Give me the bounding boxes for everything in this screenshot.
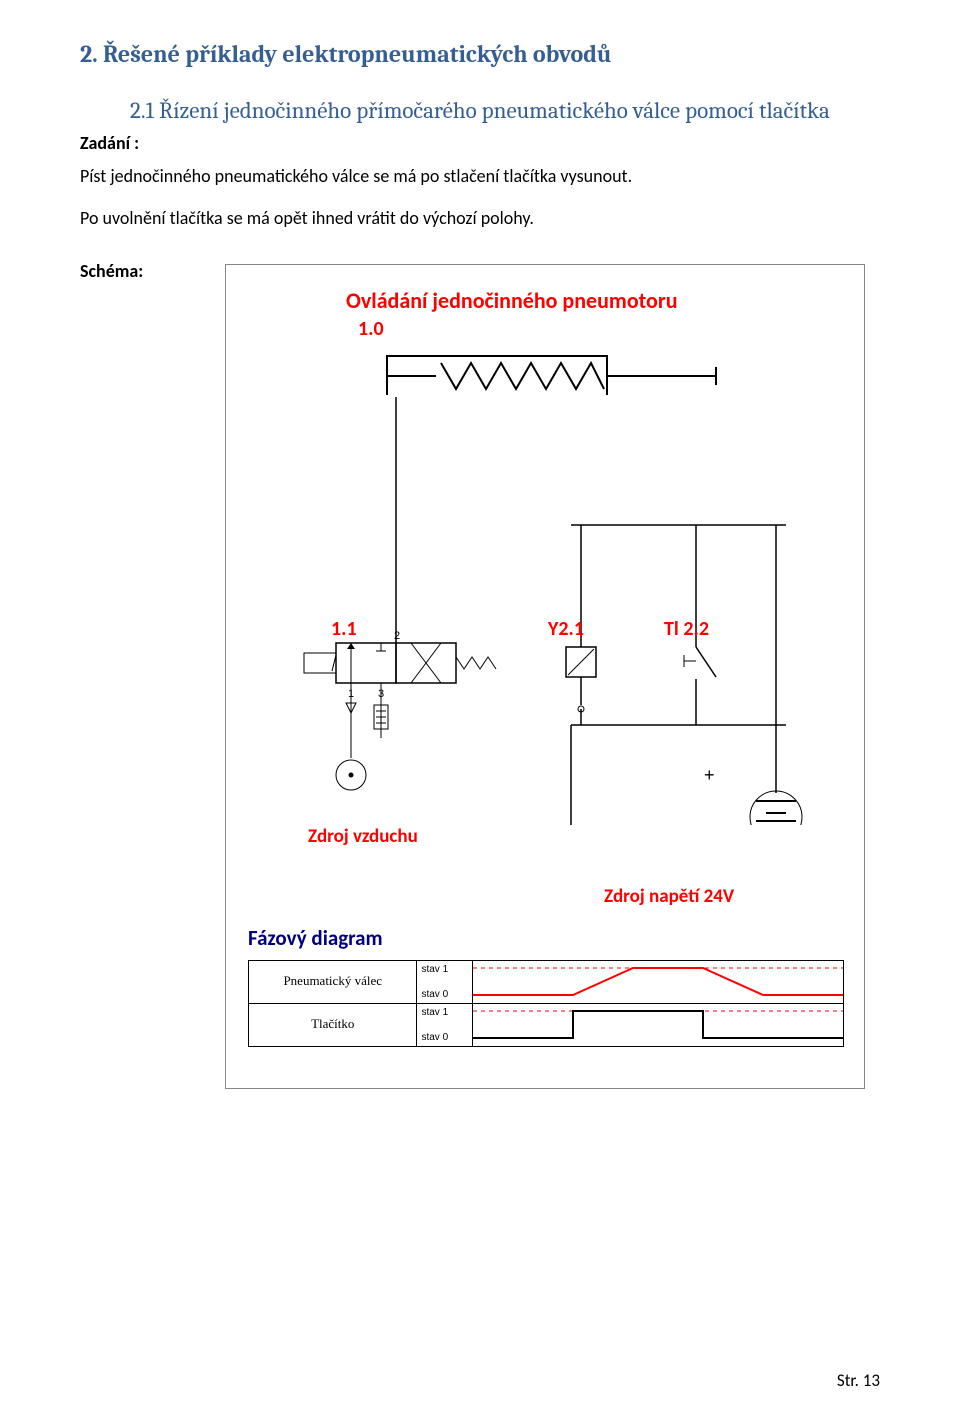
solenoid-label: Y2.1 bbox=[548, 617, 584, 641]
phase-diagram-heading: Fázový diagram bbox=[248, 925, 383, 951]
pneumatic-lines: 2 1 3 bbox=[226, 265, 866, 825]
button-label: Tl 2.2 bbox=[664, 617, 709, 641]
phase-row-graph bbox=[473, 1004, 843, 1046]
state-lo: stav 0 bbox=[421, 1032, 468, 1043]
phase-row-states: stav 1 stav 0 bbox=[417, 1004, 473, 1046]
heading-main: 2. Řešené příklady elektropneumatických … bbox=[80, 40, 880, 68]
phase-row-cylinder: Pneumatický válec stav 1 stav 0 bbox=[248, 960, 844, 1004]
phase-row-label: Pneumatický válec bbox=[249, 961, 417, 1003]
valve-port-2: 2 bbox=[394, 630, 400, 642]
state-lo: stav 0 bbox=[421, 989, 468, 1000]
air-source-label: Zdroj vzduchu bbox=[308, 825, 418, 848]
valve-label: 1.1 bbox=[331, 617, 357, 641]
phase-diagram-table: Pneumatický válec stav 1 stav 0 Tlačítko bbox=[248, 960, 844, 1046]
phase-row-label: Tlačítko bbox=[249, 1004, 417, 1046]
body-line-2: Po uvolnění tlačítka se má opět ihned vr… bbox=[80, 206, 880, 230]
body-line-1: Píst jednočinného pneumatického válce se… bbox=[80, 164, 880, 188]
plus-sign: + bbox=[704, 765, 715, 786]
page-footer: Str. 13 bbox=[837, 1370, 880, 1391]
heading-sub: 2.1 Řízení jednočinného přímočarého pneu… bbox=[130, 96, 880, 126]
phase-row-button: Tlačítko stav 1 stav 0 bbox=[248, 1003, 844, 1047]
phase-row-graph bbox=[473, 961, 843, 1003]
state-hi: stav 1 bbox=[421, 964, 468, 975]
state-hi: stav 1 bbox=[421, 1007, 468, 1018]
voltage-source-label: Zdroj napětí 24V bbox=[604, 885, 734, 908]
zadani-label: Zadání : bbox=[80, 132, 880, 154]
phase-row-states: stav 1 stav 0 bbox=[417, 961, 473, 1003]
diagram-figure: Ovládání jednočinného pneumotoru 1.0 bbox=[225, 264, 865, 1089]
